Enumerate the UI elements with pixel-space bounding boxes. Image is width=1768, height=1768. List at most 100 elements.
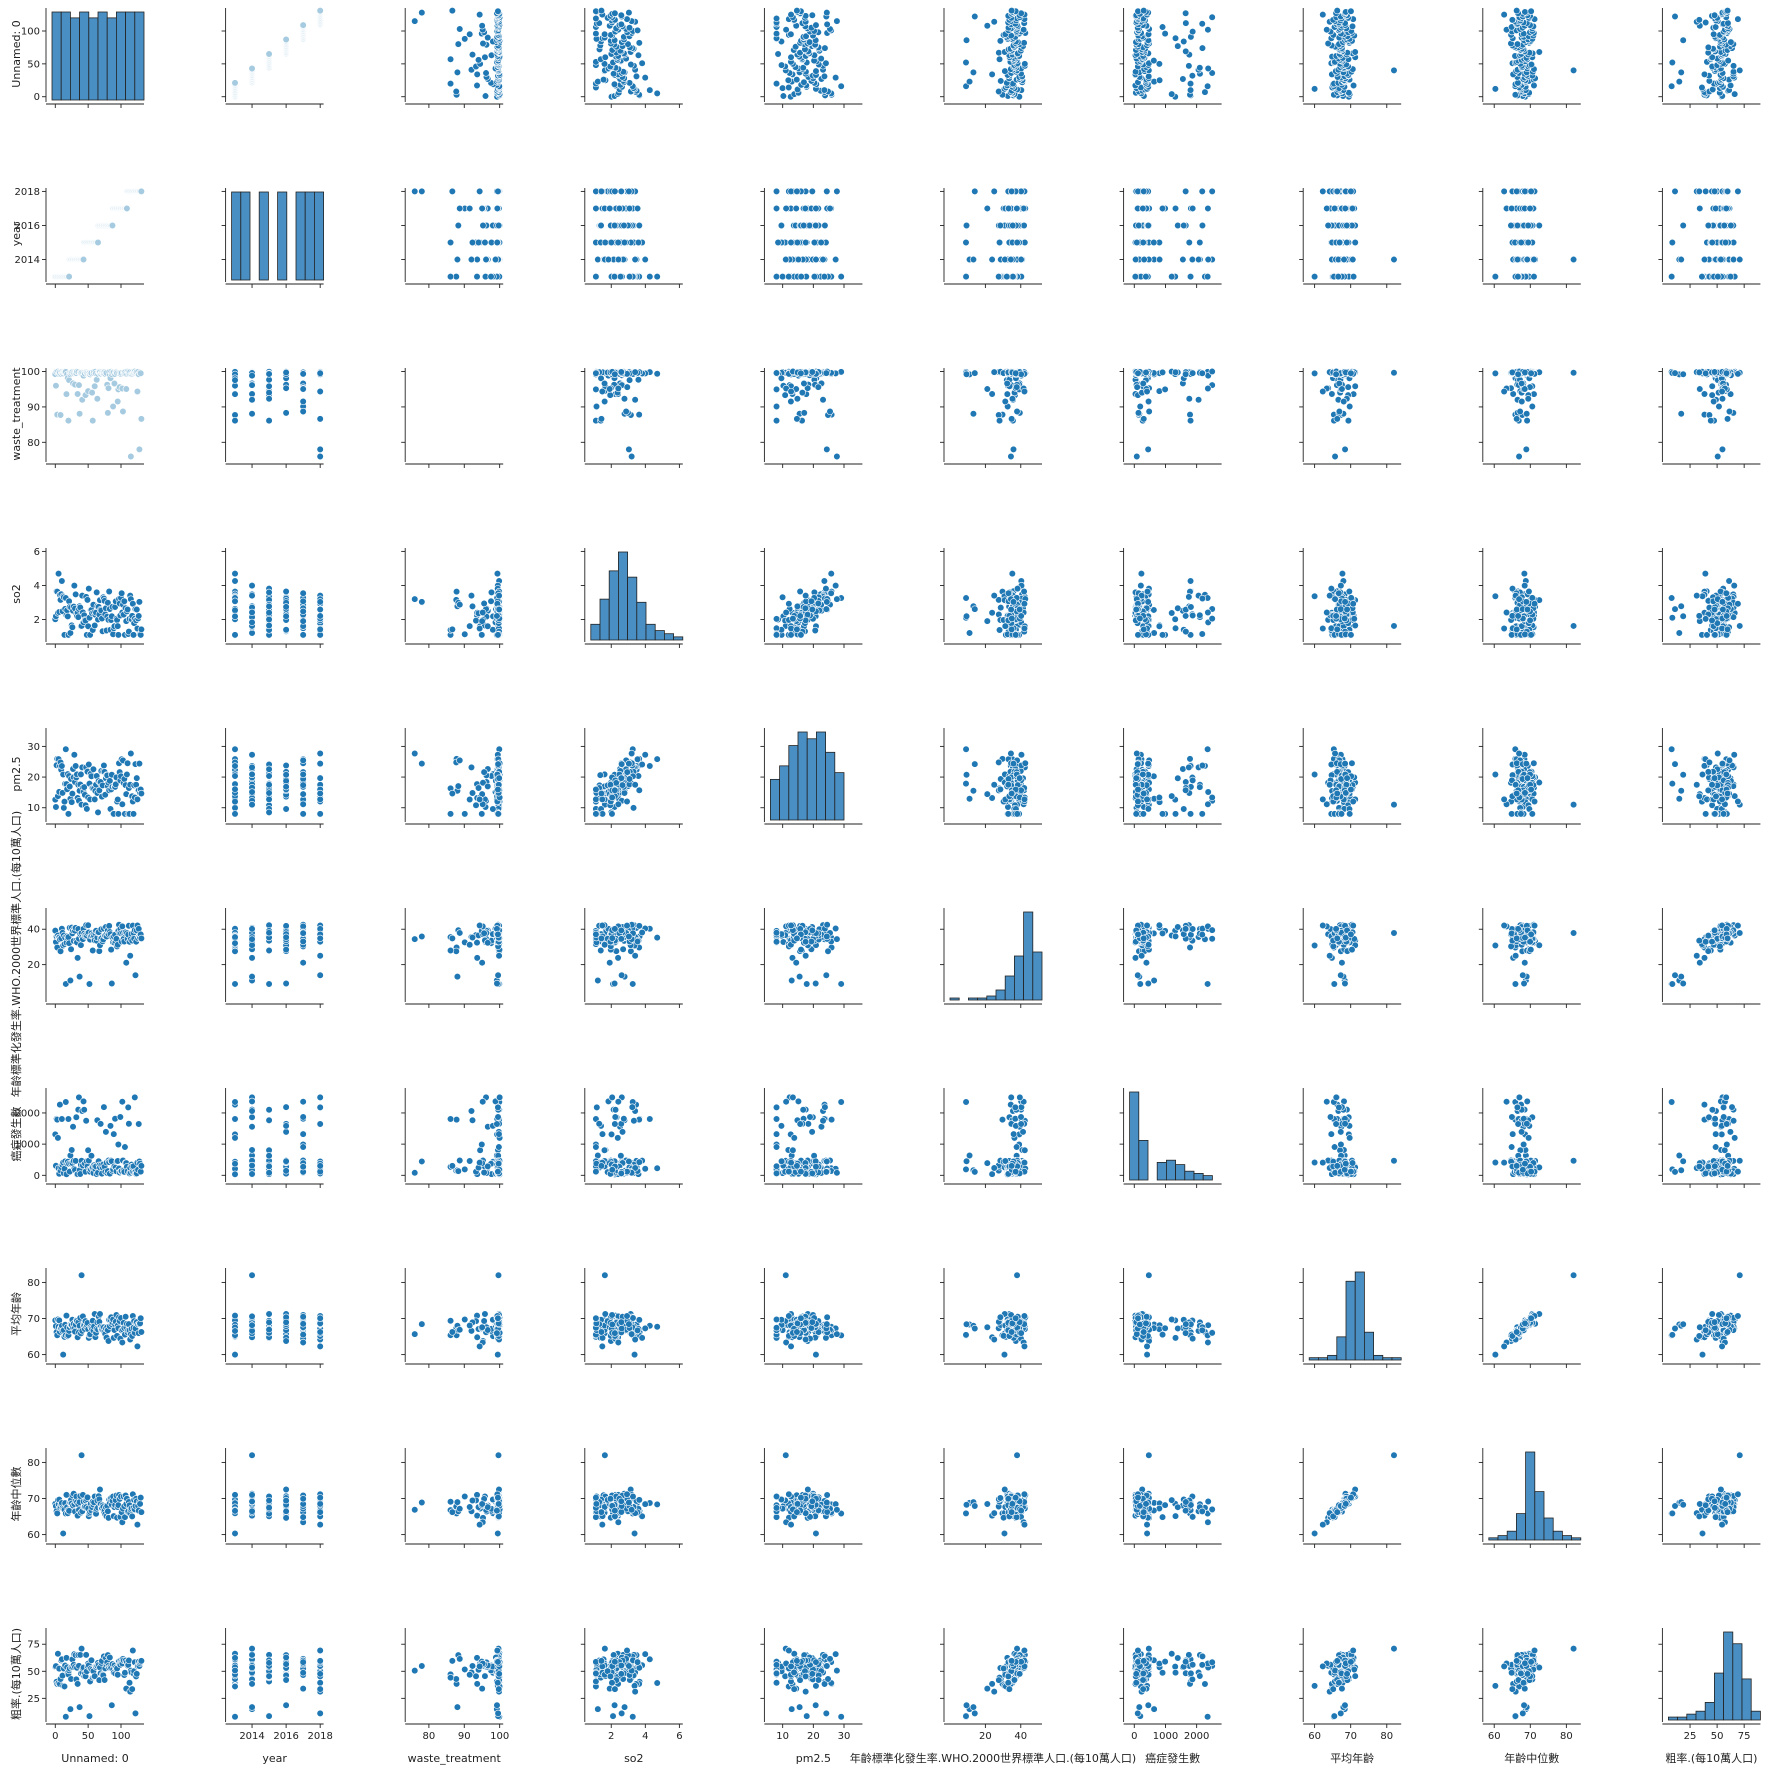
y-tick-label: 0 [34, 92, 40, 103]
scatter-point [1569, 255, 1578, 264]
scatter-point [1390, 622, 1398, 630]
scatter-point [784, 76, 792, 84]
scatter-point [965, 77, 974, 86]
scatter-point [1514, 612, 1522, 620]
scatter-point [597, 221, 605, 230]
scatter-point [1182, 187, 1190, 196]
scatter-point [810, 238, 819, 247]
scatter-point [1712, 23, 1720, 31]
scatter-point [1171, 624, 1180, 632]
scatter-point [1012, 631, 1020, 639]
scatter-point [1168, 272, 1176, 281]
scatter-point [493, 569, 502, 578]
cell-1-8 [1478, 187, 1581, 288]
scatter-point [793, 238, 802, 247]
cell-2-8 [1478, 367, 1581, 468]
scatter-point [1491, 369, 1499, 378]
scatter-point [1700, 255, 1709, 264]
scatter-point [478, 617, 486, 625]
scatter-point [316, 612, 324, 620]
scatter-point [418, 187, 426, 196]
scatter-point [1201, 88, 1209, 96]
scatter-point [1341, 614, 1349, 623]
scatter-point [990, 187, 998, 196]
scatter-point [1186, 411, 1194, 419]
scatter-point [1008, 415, 1016, 423]
hist-bar [277, 191, 288, 281]
scatter-point [1331, 452, 1339, 461]
scatter-point [1569, 66, 1578, 75]
scatter-point [1500, 624, 1508, 633]
scatter-point [1194, 396, 1203, 404]
scatter-point [625, 187, 633, 196]
scatter-point [772, 187, 781, 196]
scatter-point [827, 589, 835, 597]
scatter-point [1491, 592, 1499, 600]
scatter-point [1143, 387, 1151, 396]
scatter-point [1208, 187, 1216, 196]
scatter-point [1013, 383, 1021, 391]
scatter-point [833, 17, 841, 25]
scatter-point [827, 569, 835, 578]
scatter-point [623, 383, 631, 391]
scatter-point [282, 626, 290, 634]
scatter-point [1346, 402, 1354, 411]
scatter-point [64, 612, 72, 620]
scatter-point [1182, 9, 1190, 17]
scatter-point [772, 369, 781, 377]
scatter-point [798, 389, 806, 397]
scatter-point [1718, 395, 1727, 403]
scatter-point [1208, 367, 1216, 376]
scatter-point [832, 74, 840, 82]
cell-0-6 [1119, 7, 1222, 108]
scatter-point [75, 410, 84, 418]
scatter-point [1729, 68, 1738, 76]
scatter-point [802, 32, 810, 40]
scatter-point [479, 608, 487, 617]
scatter-point [971, 369, 979, 377]
scatter-point [127, 452, 135, 461]
scatter-point [282, 35, 290, 44]
scatter-point [995, 417, 1004, 425]
scatter-point [793, 7, 801, 15]
scatter-point [137, 415, 145, 423]
scatter-point [108, 221, 117, 230]
scatter-point [1161, 385, 1169, 394]
scatter-point [468, 51, 477, 59]
scatter-point [114, 622, 122, 630]
scatter-point [779, 92, 788, 100]
scatter-point [1708, 382, 1716, 390]
scatter-point [821, 221, 829, 230]
scatter-point [1174, 221, 1182, 230]
scatter-point [1344, 417, 1353, 425]
scatter-point [1715, 402, 1723, 411]
scatter-point [1491, 85, 1499, 93]
scatter-point [72, 590, 80, 598]
scatter-point [1333, 187, 1341, 196]
scatter-point [616, 272, 625, 281]
scatter-point [1708, 391, 1716, 399]
scatter-point [622, 407, 630, 416]
scatter-point [1013, 238, 1021, 247]
scatter-point [1145, 407, 1153, 416]
scatter-point [1204, 255, 1212, 264]
scatter-point [1343, 221, 1351, 230]
scatter-point [601, 53, 609, 61]
scatter-point [1535, 48, 1543, 56]
scatter-point [625, 376, 634, 384]
scatter-point [1194, 255, 1203, 264]
scatter-point [1514, 370, 1522, 378]
scatter-point [823, 445, 831, 453]
scatter-point [1734, 15, 1742, 23]
scatter-point [800, 221, 808, 230]
scatter-point [793, 625, 801, 633]
scatter-point [1521, 8, 1529, 16]
scatter-point [1003, 272, 1011, 281]
y-tick-label: 50 [27, 59, 40, 70]
scatter-point [448, 625, 456, 633]
scatter-point [787, 53, 795, 61]
scatter-point [969, 255, 978, 264]
y-tick-label: 2 [34, 615, 40, 626]
scatter-point [653, 89, 661, 98]
